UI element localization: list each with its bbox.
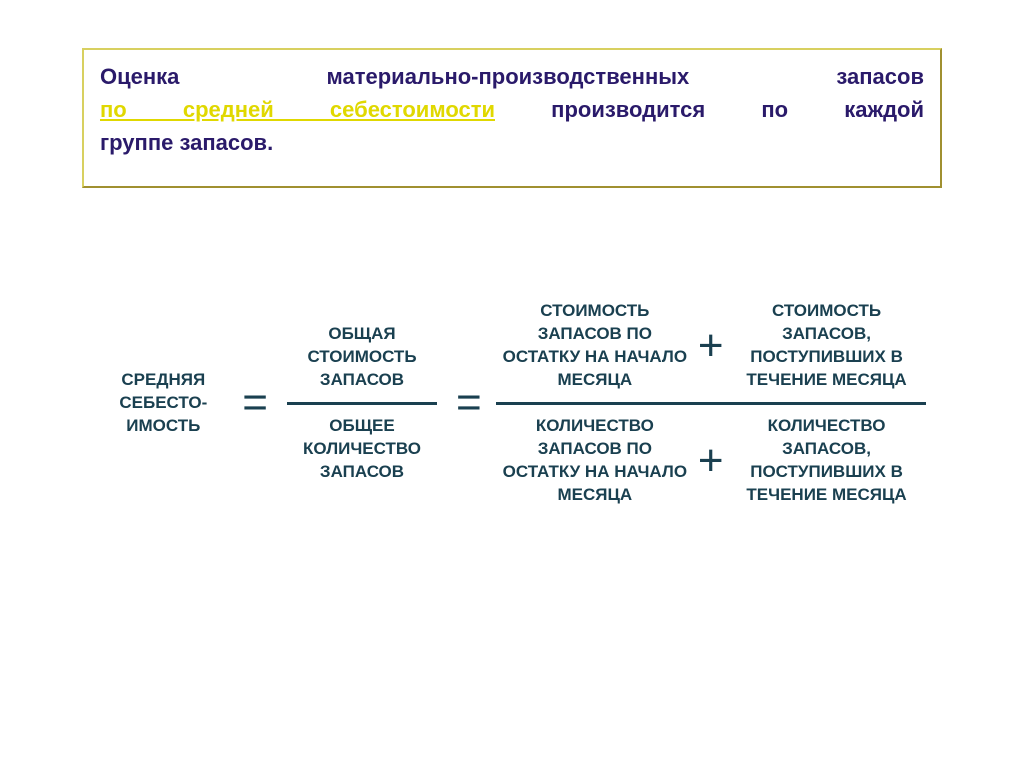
formula-equation: СРЕДНЯЯ СЕБЕСТО-ИМОСТЬ = ОБЩАЯ СТОИМОСТЬ…: [40, 300, 984, 507]
title-text: группе запасов.: [100, 130, 273, 155]
fraction-bar: [496, 402, 926, 405]
title-text: производится по каждой: [551, 97, 924, 122]
denominator-row: КОЛИЧЕСТВО ЗАПАСОВ ПО ОСТАТКУ НА НАЧАЛО …: [500, 415, 922, 507]
formula-lhs: СРЕДНЯЯ СЕБЕСТО-ИМОСТЬ: [98, 369, 228, 438]
numerator-term-a: СТОИМОСТЬ ЗАПАСОВ ПО ОСТАТКУ НА НАЧАЛО М…: [500, 300, 690, 392]
title-highlight: по средней себестоимости: [100, 97, 495, 122]
title-line-1: Оценка материально-производственных запа…: [100, 60, 924, 93]
plus-sign: +: [690, 439, 732, 483]
title-line-3: группе запасов.: [100, 126, 924, 159]
fraction-bar: [287, 402, 437, 405]
title-text: запасов: [836, 64, 924, 89]
denominator-term-a: КОЛИЧЕСТВО ЗАПАСОВ ПО ОСТАТКУ НА НАЧАЛО …: [500, 415, 690, 507]
title-block: Оценка материально-производственных запа…: [100, 60, 924, 159]
title-text: материально-производственных: [327, 64, 690, 89]
fraction-numerator: ОБЩАЯ СТОИМОСТЬ ЗАПАСОВ: [282, 323, 442, 392]
label-avg-cost: СРЕДНЯЯ СЕБЕСТО-ИМОСТЬ: [98, 369, 228, 438]
numerator-term-b: СТОИМОСТЬ ЗАПАСОВ, ПОСТУПИВШИХ В ТЕЧЕНИЕ…: [732, 300, 922, 392]
title-text: Оценка: [100, 64, 179, 89]
equals-sign: =: [236, 381, 274, 425]
equals-sign: =: [450, 381, 488, 425]
title-line-2: по средней себестоимости производится по…: [100, 93, 924, 126]
fraction-expanded: СТОИМОСТЬ ЗАПАСОВ ПО ОСТАТКУ НА НАЧАЛО М…: [496, 300, 926, 507]
fraction-simple: ОБЩАЯ СТОИМОСТЬ ЗАПАСОВ ОБЩЕЕ КОЛИЧЕСТВО…: [282, 323, 442, 484]
fraction-denominator: ОБЩЕЕ КОЛИЧЕСТВО ЗАПАСОВ: [282, 415, 442, 484]
denominator-term-b: КОЛИЧЕСТВО ЗАПАСОВ, ПОСТУПИВШИХ В ТЕЧЕНИ…: [732, 415, 922, 507]
plus-sign: +: [690, 324, 732, 368]
numerator-row: СТОИМОСТЬ ЗАПАСОВ ПО ОСТАТКУ НА НАЧАЛО М…: [500, 300, 922, 392]
